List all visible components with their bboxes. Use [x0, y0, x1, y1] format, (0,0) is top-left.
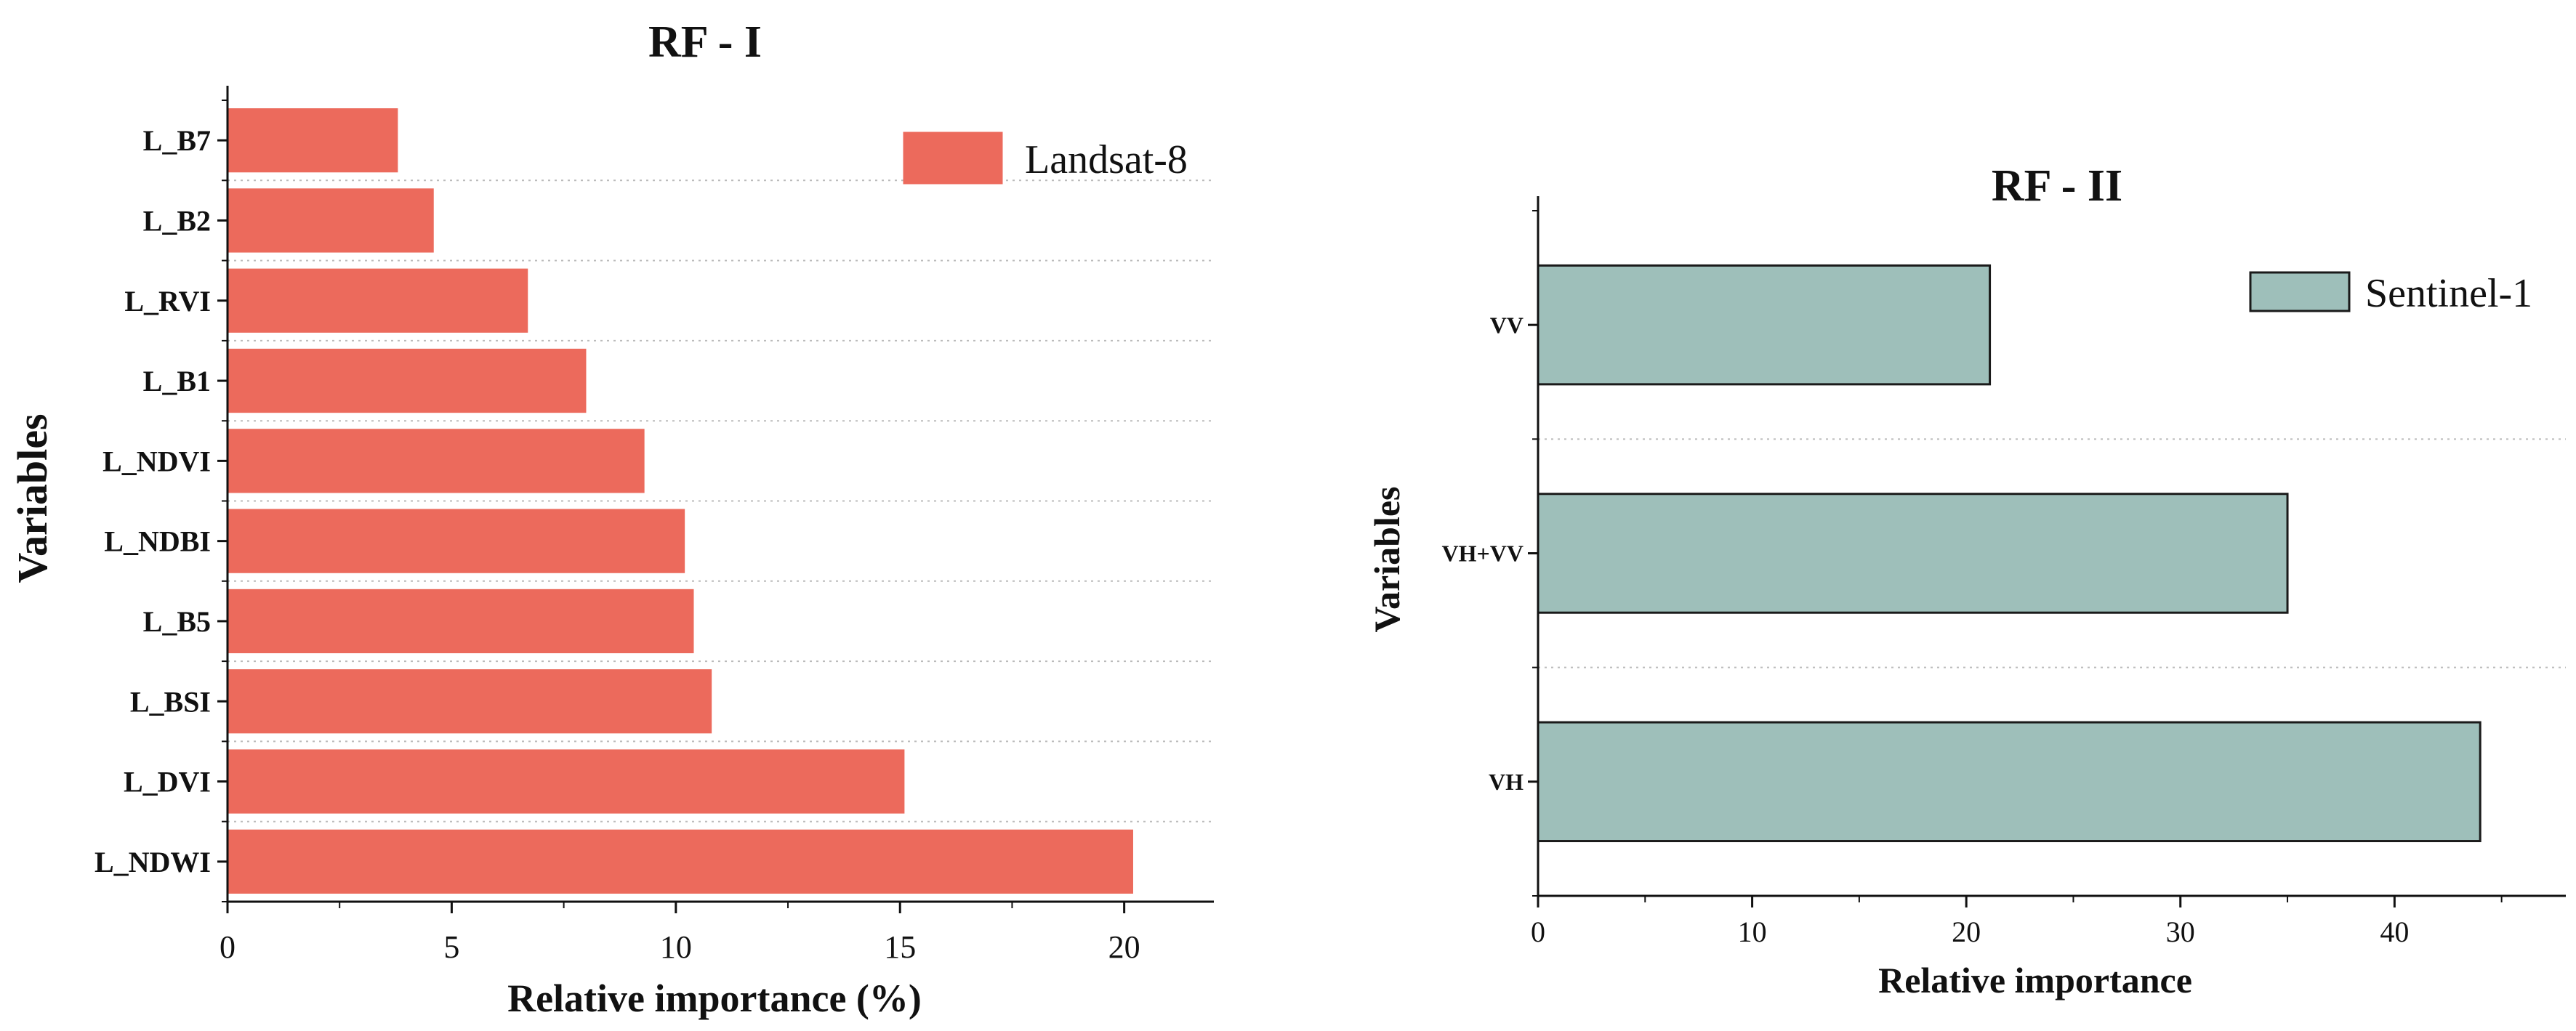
x-tick-label: 10 — [1738, 915, 1767, 948]
x-tick-label: 0 — [1531, 915, 1545, 948]
bar-l-b2 — [228, 188, 434, 253]
chart-1-grid — [228, 179, 1214, 822]
x-tick-label: 15 — [884, 929, 916, 965]
category-label: VH — [1489, 769, 1524, 795]
category-label: L_B5 — [143, 605, 211, 638]
chart-1-category-labels: L_NDWI L_DVI L_BSI L_B5 L_NDBI L_NDVI L_B1 L_RV… — [94, 124, 211, 878]
x-tick-label: 5 — [443, 929, 459, 965]
category-label: VH+VV — [1442, 541, 1524, 567]
x-tick-label: 0 — [220, 929, 236, 965]
chart-2-ylabel: Variables — [1367, 487, 1407, 633]
chart-1-tick-labels: 0 5 10 15 20 — [220, 929, 1140, 965]
chart-rf-ii: RF - II Variables Relative importance VH… — [1367, 161, 2566, 1000]
chart-rf-i: RF - I Variables Relative importance (%)… — [9, 17, 1214, 1020]
bar-vh-vv — [1537, 493, 2289, 614]
category-label: L_B7 — [143, 124, 211, 157]
category-label: L_BSI — [130, 685, 211, 718]
category-label: L_B1 — [143, 365, 211, 397]
x-tick-label: 30 — [2166, 915, 2195, 948]
chart-1-axes — [217, 86, 1214, 913]
category-label: L_DVI — [124, 766, 211, 798]
x-tick-label: 10 — [660, 929, 692, 965]
chart-1-bars — [228, 108, 1133, 894]
chart-2-grid — [1538, 438, 2566, 668]
bar-l-ndwi — [228, 829, 1133, 894]
category-label: L_B2 — [143, 204, 211, 237]
bar-l-dvi — [228, 749, 905, 814]
bar-l-b7 — [228, 108, 398, 173]
category-label: L_NDBI — [104, 525, 211, 558]
chart-1-legend-label: Landsat-8 — [1025, 137, 1188, 182]
category-label: L_NDVI — [102, 445, 211, 477]
bar-l-rvi — [228, 268, 528, 333]
chart-1-legend: Landsat-8 — [903, 132, 1188, 185]
chart-1-legend-swatch — [903, 132, 1003, 185]
bar-l-b5 — [228, 589, 694, 654]
bar-l-ndbi — [228, 509, 685, 573]
chart-2-xlabel: Relative importance — [1878, 960, 2192, 1000]
chart-2-tick-labels: 0 10 20 30 40 — [1531, 915, 2409, 948]
category-label: L_RVI — [124, 285, 211, 318]
chart-2-bars — [1537, 264, 2482, 843]
x-tick-label: 20 — [1952, 915, 1981, 948]
chart-2-legend-swatch — [2249, 271, 2351, 312]
x-tick-label: 40 — [2380, 915, 2409, 948]
chart-2-legend-label: Sentinel-1 — [2365, 271, 2532, 316]
chart-2-legend: Sentinel-1 — [2249, 271, 2532, 316]
chart-2-title: RF - II — [1992, 161, 2122, 211]
chart-1-ylabel: Variables — [9, 413, 56, 583]
chart-2-axes — [1528, 196, 2566, 907]
category-label: VV — [1490, 312, 1524, 338]
category-label: L_NDWI — [94, 846, 211, 878]
bar-l-bsi — [228, 669, 712, 734]
bar-l-b1 — [228, 348, 587, 413]
chart-1-title: RF - I — [648, 17, 762, 67]
x-tick-label: 20 — [1108, 929, 1140, 965]
bar-l-ndvi — [228, 429, 645, 493]
chart-2-category-labels: VH VH+VV VV — [1442, 312, 1524, 795]
bar-vh — [1537, 721, 2482, 843]
bar-vv — [1537, 264, 1992, 386]
chart-1-xlabel: Relative importance (%) — [507, 977, 922, 1020]
